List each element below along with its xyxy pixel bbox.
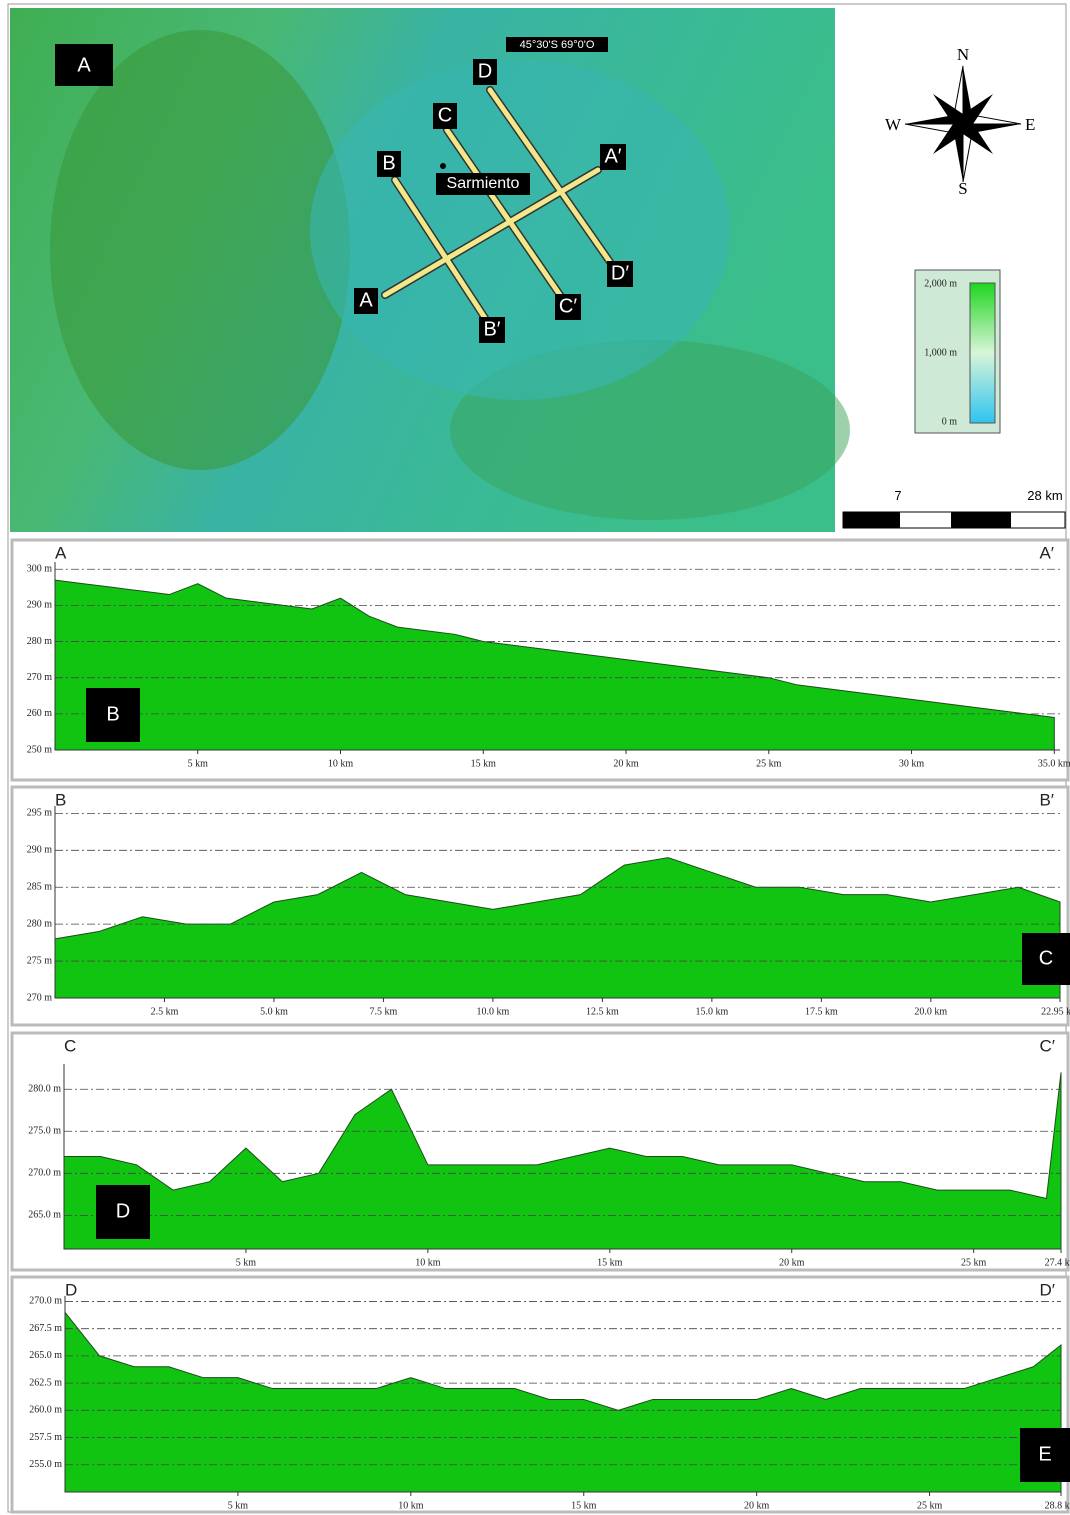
x-tick-label: 7.5 km [370, 1006, 398, 1017]
transect-label: D′ [611, 262, 629, 284]
x-tick-label: 20.0 km [914, 1006, 947, 1017]
x-tick-label: 15.0 km [695, 1006, 728, 1017]
panel-label: D [116, 1200, 130, 1222]
y-tick-label: 270.0 m [28, 1168, 61, 1179]
transect-label: D [478, 60, 492, 82]
x-tick-label: 17.5 km [805, 1006, 838, 1017]
x-tick-label: 10 km [328, 758, 354, 769]
x-tick-label: 22.95 km [1041, 1006, 1070, 1017]
transect-label: A [359, 289, 373, 311]
y-tick-label: 262.5 m [29, 1377, 62, 1388]
profile-end: A′ [1039, 543, 1054, 562]
profile-start: A [55, 543, 67, 562]
x-tick-label: 10 km [415, 1257, 441, 1268]
map: A A A′ B B′ C C′ D D′ Sarmiento 45°30'S … [10, 8, 850, 532]
compass-label: N [957, 45, 969, 64]
y-tick-label: 270.0 m [29, 1296, 62, 1307]
figure: A A A′ B B′ C C′ D D′ Sarmiento 45°30'S … [0, 0, 1070, 1515]
coordinate-label: 45°30'S 69°0'O [520, 39, 595, 51]
x-tick-label: 15 km [597, 1257, 623, 1268]
y-tick-label: 290 m [27, 845, 53, 856]
x-tick-label: 12.5 km [586, 1006, 619, 1017]
panel-label: C [1039, 947, 1053, 969]
x-tick-label: 5 km [236, 1257, 257, 1268]
y-tick-label: 295 m [27, 808, 53, 819]
x-tick-label: 20 km [779, 1257, 805, 1268]
y-tick-label: 257.5 m [29, 1432, 62, 1443]
profile-start: C [64, 1036, 76, 1055]
y-tick-label: 285 m [27, 882, 53, 893]
x-tick-label: 10.0 km [477, 1006, 510, 1017]
scale-label: 7 [894, 488, 901, 503]
y-tick-label: 265.0 m [29, 1350, 62, 1361]
compass: N S W E [885, 45, 1035, 198]
profile-start: D [65, 1280, 77, 1299]
transect-label: C′ [559, 295, 577, 317]
scale-label: 28 km [1027, 488, 1062, 503]
y-tick-label: 275.0 m [28, 1126, 61, 1137]
y-tick-label: 250 m [27, 744, 53, 755]
legend-label: 1,000 m [924, 347, 957, 358]
x-tick-label: 27.4 km [1045, 1257, 1070, 1268]
x-tick-label: 25 km [961, 1257, 987, 1268]
x-tick-label: 5 km [188, 758, 209, 769]
x-tick-label: 30 km [899, 758, 925, 769]
transect-label: C [438, 104, 452, 126]
y-tick-label: 260 m [27, 708, 53, 719]
y-tick-label: 260.0 m [29, 1405, 62, 1416]
x-tick-label: 20 km [744, 1500, 770, 1511]
x-tick-label: 2.5 km [151, 1006, 179, 1017]
x-tick-label: 20 km [613, 758, 639, 769]
scale-bar: 7 28 km [843, 488, 1065, 528]
x-tick-label: 5.0 km [260, 1006, 288, 1017]
y-tick-label: 275 m [27, 955, 53, 966]
y-tick-label: 280.0 m [28, 1084, 61, 1095]
transect-label: B′ [483, 318, 500, 340]
y-tick-label: 280 m [27, 636, 53, 647]
profile-end: D′ [1040, 1280, 1055, 1299]
y-tick-label: 280 m [27, 918, 53, 929]
y-tick-label: 290 m [27, 600, 53, 611]
y-tick-label: 265.0 m [28, 1210, 61, 1221]
profiles: 250 m 260 m 270 m 280 m 290 m 300 m 5 km 10 km 1… [12, 540, 1070, 1512]
y-tick-label: 255.0 m [29, 1459, 62, 1470]
legend-label: 2,000 m [924, 278, 957, 289]
x-tick-label: 10 km [398, 1500, 424, 1511]
transect-label: A′ [604, 145, 621, 167]
profile-end: B′ [1039, 790, 1054, 809]
y-tick-label: 270 m [27, 992, 53, 1003]
panel-label: B [106, 703, 119, 725]
transect-label: B [382, 152, 395, 174]
profile-end: C′ [1040, 1036, 1055, 1055]
x-tick-label: 15 km [571, 1500, 597, 1511]
elevation-legend: 2,000 m 1,000 m 0 m [915, 270, 1000, 433]
x-tick-label: 25 km [917, 1500, 943, 1511]
x-tick-label: 15 km [471, 758, 497, 769]
compass-label: W [885, 115, 902, 134]
panel-label: E [1038, 1443, 1051, 1465]
compass-label: S [958, 179, 967, 198]
y-tick-label: 300 m [27, 564, 53, 575]
town-label: Sarmiento [447, 175, 520, 192]
x-tick-label: 28.8 km [1045, 1500, 1070, 1511]
x-tick-label: 5 km [228, 1500, 249, 1511]
relief [50, 30, 350, 470]
legend-label: 0 m [942, 416, 958, 427]
profile-start: B [55, 790, 66, 809]
panel-label: A [77, 54, 91, 76]
y-tick-label: 270 m [27, 672, 53, 683]
compass-label: E [1025, 115, 1035, 134]
x-tick-label: 25 km [756, 758, 782, 769]
x-tick-label: 35.0 km [1038, 758, 1070, 769]
y-tick-label: 267.5 m [29, 1323, 62, 1334]
